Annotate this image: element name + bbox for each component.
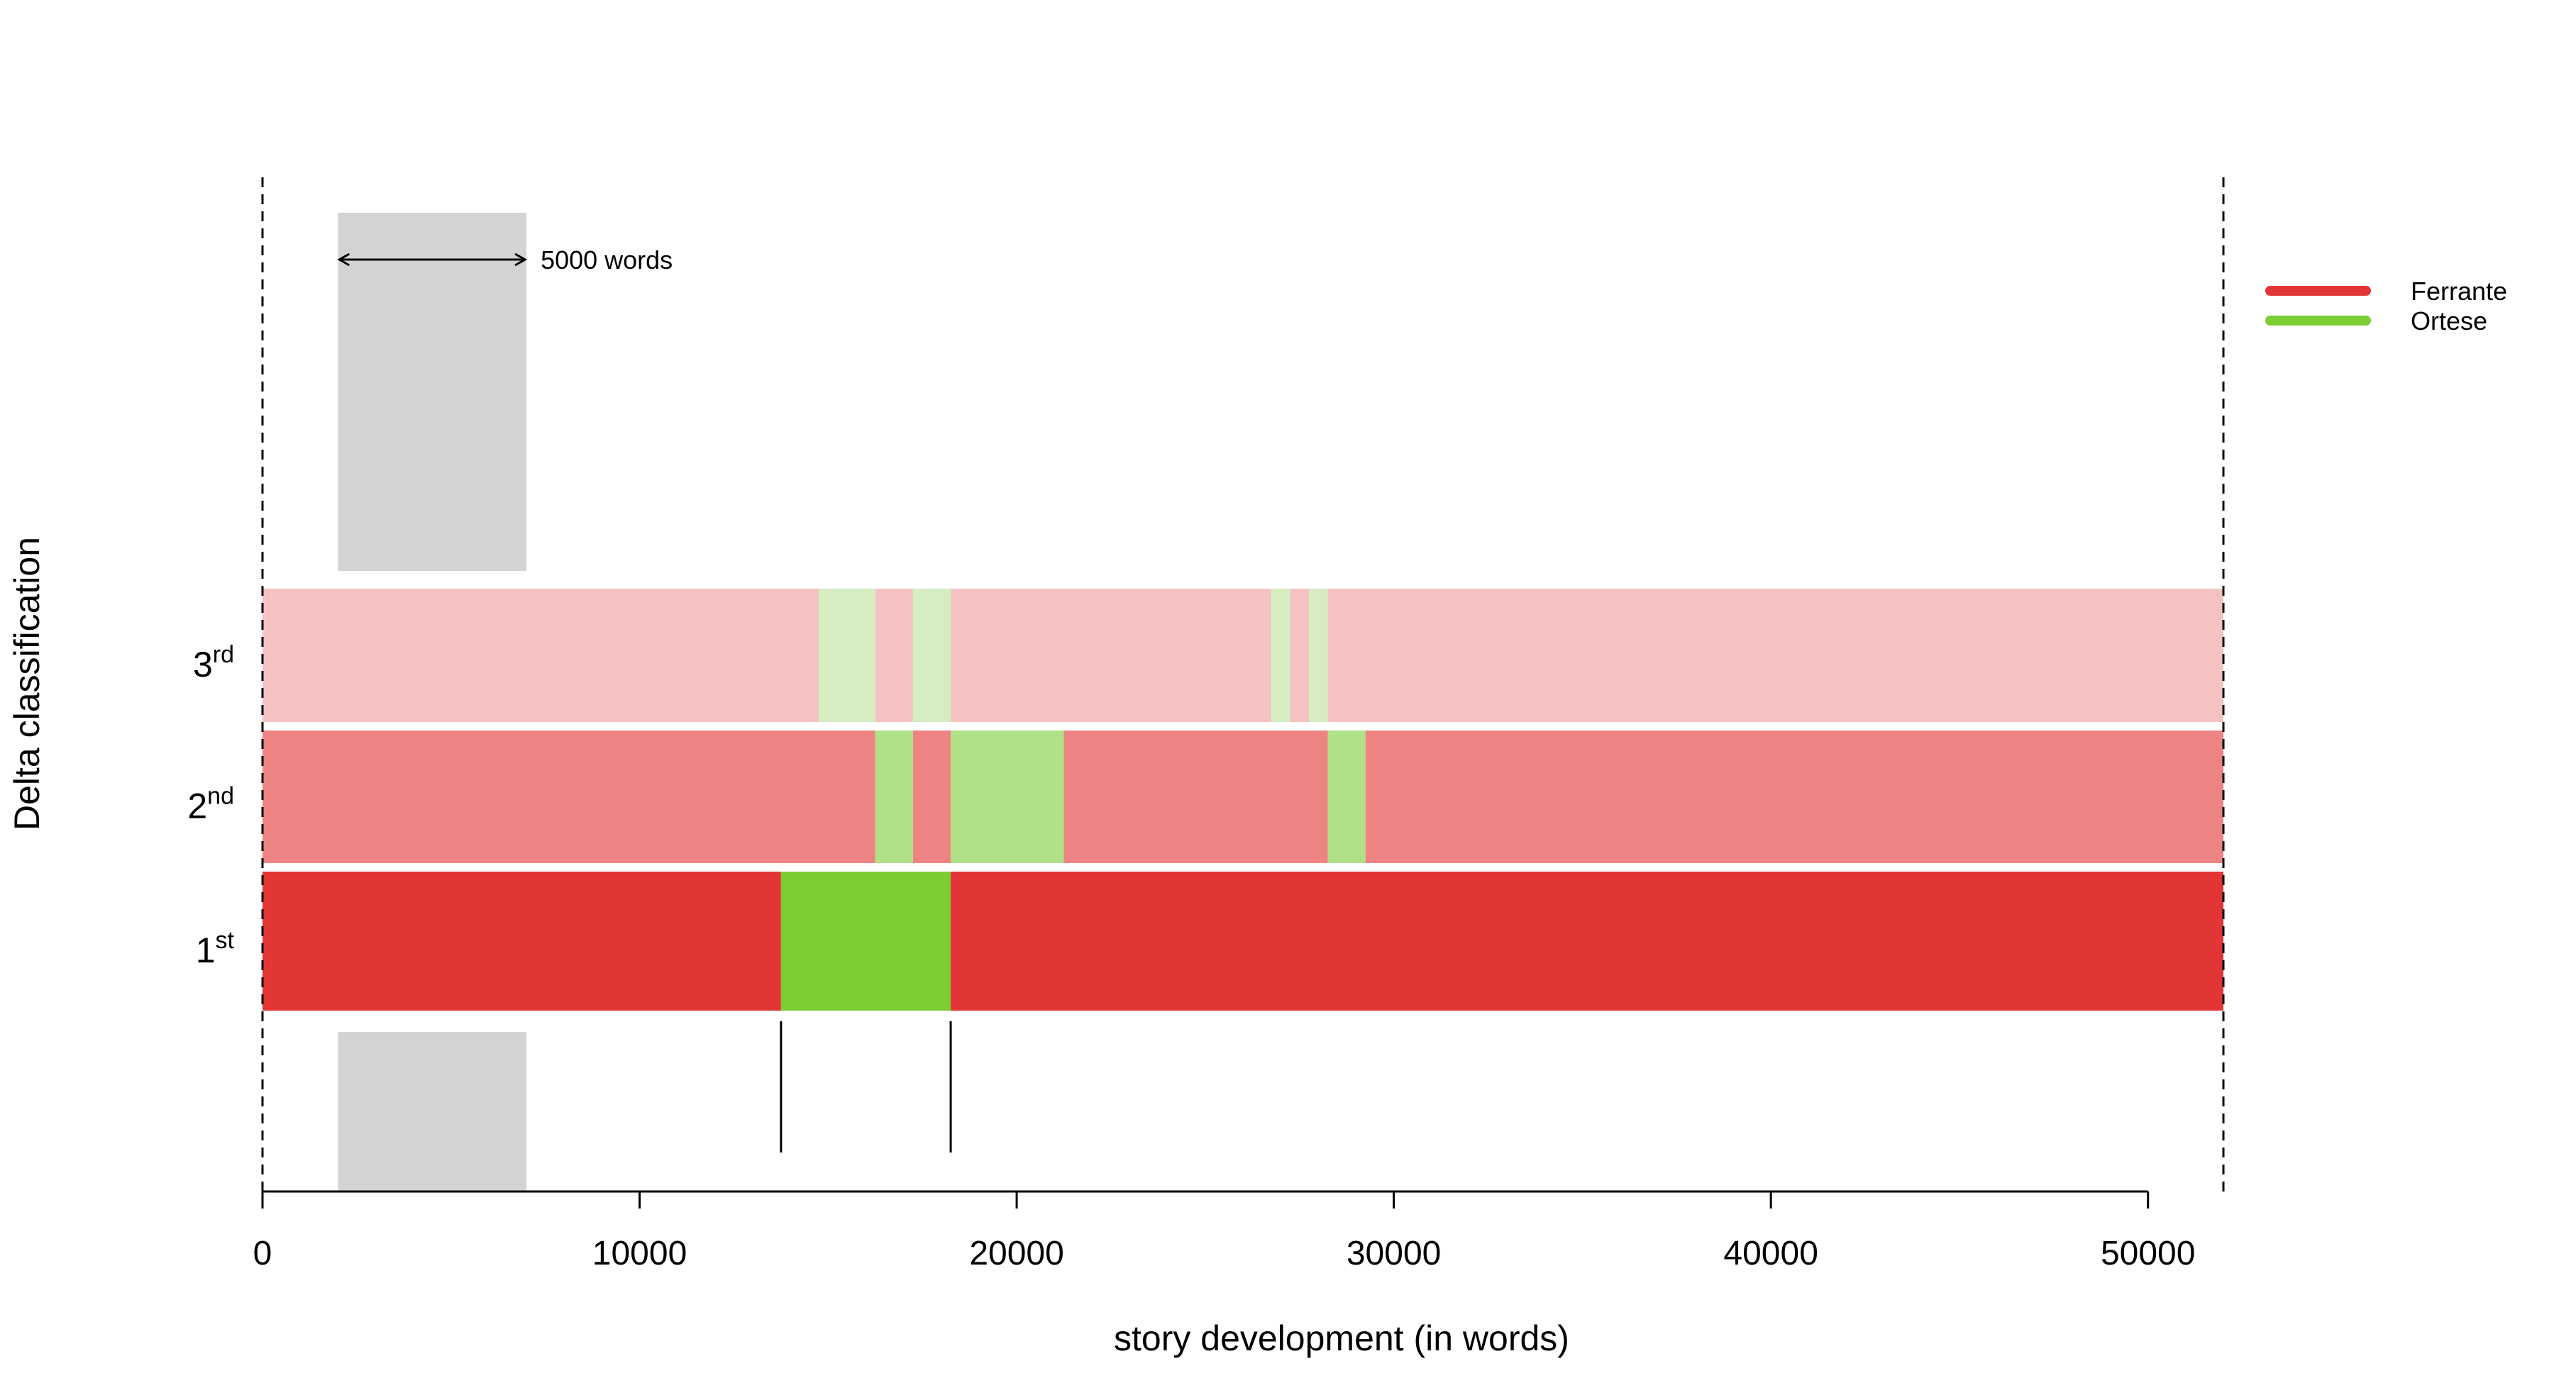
x-axis-title: story development (in words) <box>1114 1318 1569 1358</box>
bar-segment-3rd-ferrante <box>1327 589 2223 722</box>
window-arrow-head-right <box>514 252 528 267</box>
legend-label-ferrante: Ferrante <box>2411 277 2507 306</box>
row-labels: 3rd 2nd 1st <box>187 641 234 970</box>
bar-segment-3rd-ferrante <box>951 589 1271 722</box>
bar-segment-3rd-ferrante <box>875 589 913 722</box>
bars-layer <box>262 589 2223 1011</box>
lines-layer <box>261 177 2225 1191</box>
x-tick-label: 40000 <box>1723 1235 1818 1272</box>
bar-segment-1st-ortese <box>780 872 951 1011</box>
row-label-superscript: st <box>216 927 235 954</box>
x-tick-label: 0 <box>253 1235 272 1272</box>
row-label-main: 2 <box>187 787 207 826</box>
bar-segment-3rd-ferrante <box>262 589 819 722</box>
window-label: 5000 words <box>541 245 673 274</box>
bar-segment-2nd-ferrante <box>262 730 875 863</box>
row-label-1st: 1st <box>196 927 235 970</box>
bar-segment-2nd-ortese <box>1327 730 1366 863</box>
x-axis: 0 10000 20000 30000 40000 50000 <box>253 1190 2195 1272</box>
bar-segment-3rd-ortese <box>912 589 951 722</box>
legend-label-ortese: Ortese <box>2411 306 2487 335</box>
bar-segment-1st-ferrante <box>262 872 781 1011</box>
row-label-main: 1 <box>196 930 216 970</box>
x-tick-label: 10000 <box>592 1235 687 1272</box>
y-axis-title: Delta classification <box>7 537 47 830</box>
bar-segment-2nd-ferrante <box>912 730 951 863</box>
bar-segment-3rd-ortese <box>1309 589 1328 722</box>
window-arrow-head-left <box>337 252 350 267</box>
bar-segment-3rd-ortese <box>1271 589 1290 722</box>
bar-segment-2nd-ortese <box>951 730 1064 863</box>
window-box-top <box>338 213 527 571</box>
bar-segment-2nd-ferrante <box>1063 730 1328 863</box>
x-tick-label: 50000 <box>2101 1235 2195 1272</box>
row-label-2nd: 2nd <box>187 783 234 826</box>
bar-segment-2nd-ferrante <box>1365 730 2223 863</box>
window-box-bottom <box>338 1032 527 1191</box>
x-tick-label: 30000 <box>1347 1235 1441 1272</box>
bar-segment-3rd-ortese <box>819 589 875 722</box>
bar-segment-1st-ferrante <box>951 872 2223 1011</box>
row-label-main: 3 <box>193 645 213 684</box>
row-label-3rd: 3rd <box>193 641 234 684</box>
bar-segment-3rd-ferrante <box>1290 589 1310 722</box>
row-label-superscript: nd <box>207 783 234 810</box>
row-label-superscript: rd <box>213 641 234 668</box>
bar-segment-2nd-ortese <box>875 730 913 863</box>
x-tick-label: 20000 <box>969 1235 1063 1272</box>
window-layer: 5000 words <box>337 213 673 1191</box>
